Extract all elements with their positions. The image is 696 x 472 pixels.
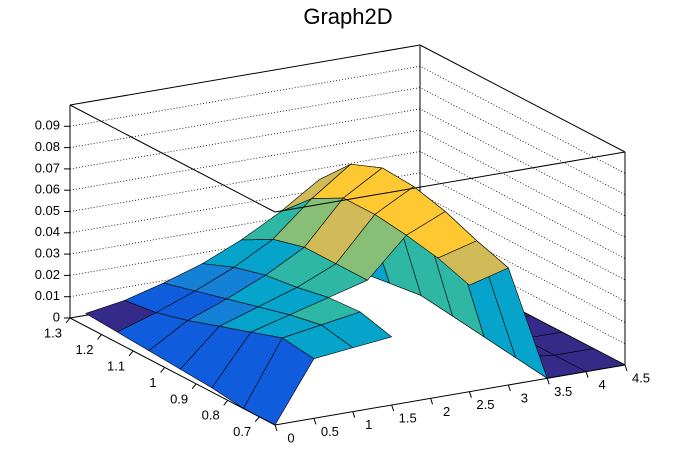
grid-line: [69, 65, 626, 174]
chart-title: Graph2D: [303, 4, 392, 29]
y-tick-label: 0.8: [202, 408, 220, 423]
z-tick-label: 0.02: [35, 267, 60, 282]
z-tick-label: 0: [53, 309, 60, 324]
z-tick-label: 0.01: [35, 288, 60, 303]
y-tick-label: 0.7: [233, 424, 251, 439]
z-tick-label: 0.06: [35, 182, 60, 197]
x-tick-label: 4.5: [632, 370, 650, 385]
surface-cell: [437, 240, 509, 286]
box-edge: [419, 44, 626, 153]
y-tick: [160, 367, 166, 373]
y-tick: [128, 350, 134, 357]
z-tick-label: 0.04: [35, 224, 60, 239]
z-tick-label: 0.07: [35, 160, 60, 175]
x-tick: [546, 378, 550, 385]
x-tick-label: 0.5: [321, 424, 339, 439]
x-tick: [274, 424, 278, 432]
x-tick-label: 4: [598, 377, 605, 392]
x-tick: [507, 384, 511, 392]
y-tick: [191, 383, 197, 390]
y-tick: [254, 416, 260, 423]
y-tick-label: 0.9: [170, 391, 188, 406]
x-tick: [430, 398, 434, 405]
z-tick-label: 0.03: [35, 246, 60, 261]
z-tick-label: 0.05: [35, 203, 60, 218]
z-tick-label: 0.08: [35, 139, 60, 154]
x-tick: [352, 411, 356, 418]
y-tick-label: 1.2: [75, 342, 93, 357]
x-tick-label: 2: [443, 404, 450, 419]
x-tick: [624, 364, 628, 372]
x-tick: [468, 391, 472, 398]
box-edge: [274, 151, 626, 213]
z-tick-label: 0.09: [35, 118, 60, 133]
x-tick-label: 0: [287, 430, 294, 445]
x-axis: [274, 364, 626, 426]
y-tick-label: 1.3: [44, 325, 62, 340]
x-tick: [391, 404, 395, 412]
y-tick-label: 1.1: [107, 358, 125, 373]
box-edge: [69, 44, 421, 106]
y-tick: [65, 317, 71, 324]
x-tick-label: 1.5: [399, 410, 417, 425]
y-axis: [69, 317, 276, 426]
y-tick: [223, 399, 229, 406]
x-tick: [585, 371, 589, 378]
box-edge: [69, 104, 276, 213]
x-tick: [313, 418, 317, 425]
y-tick: [97, 334, 102, 340]
x-tick-label: 3.5: [554, 384, 572, 399]
x-tick-label: 1: [365, 417, 372, 432]
y-tick-label: 1: [149, 375, 156, 390]
x-tick-label: 2.5: [476, 397, 494, 412]
x-tick-label: 3: [521, 390, 528, 405]
